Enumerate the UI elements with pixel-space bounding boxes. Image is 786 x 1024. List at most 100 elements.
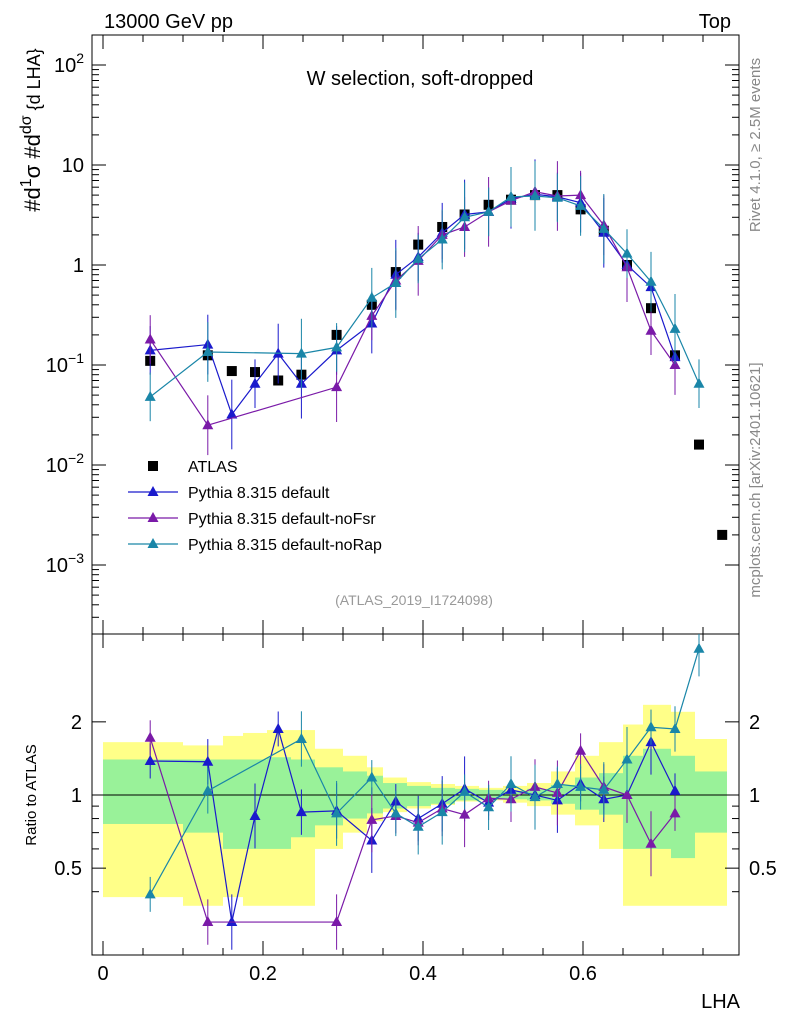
ratio-series-point	[390, 807, 402, 818]
ratio-series-point	[295, 733, 307, 744]
ratio-y-tick-label: 0.5	[54, 858, 82, 880]
y-axis-label-text: #d1σ #ddσ {d LHA}	[18, 48, 45, 211]
ratio-series-point	[272, 722, 284, 733]
series-point	[483, 205, 495, 216]
atlas-data-point	[694, 439, 704, 450]
ratio-series-point	[575, 780, 587, 791]
ratio-series-point	[144, 755, 156, 766]
series-point	[436, 233, 448, 244]
series-point	[505, 190, 517, 201]
main-panel: W selection, soft-dropped (ATLAS_2019_I1…	[18, 34, 740, 635]
header-left: 13000 GeV pp	[104, 11, 233, 33]
series-point	[295, 347, 307, 358]
inner-uncertainty-band	[407, 785, 431, 807]
main-y-tick-label: 1	[73, 255, 84, 277]
inner-uncertainty-band	[267, 757, 291, 849]
legend-entry: Pythia 8.315 default	[128, 485, 330, 502]
main-y-tick-label: 10	[62, 155, 84, 177]
series-line	[149, 191, 676, 426]
series-pythia-8-315-default	[144, 159, 681, 450]
ratio-series-point	[645, 721, 657, 732]
main-title: W selection, soft-dropped	[307, 68, 534, 90]
inner-uncertainty-band	[199, 759, 223, 833]
series-point	[693, 377, 705, 388]
ratio-series-point	[621, 789, 633, 799]
series-point	[645, 275, 657, 286]
series-point	[621, 247, 633, 258]
main-watermark: (ATLAS_2019_I1724098)	[335, 592, 493, 608]
legend-marker-triangle	[147, 512, 159, 522]
ratio-y-tick-label-right: 1	[749, 785, 760, 807]
ratio-series-point	[621, 753, 633, 764]
ratio-series-point	[366, 771, 378, 782]
legend-entry: Pythia 8.315 default-noRap	[128, 537, 382, 554]
main-y-tick-label: 10−1	[46, 350, 84, 377]
ratio-series-point	[669, 807, 681, 818]
legend-entry: Pythia 8.315 default-noFsr	[128, 511, 376, 528]
inner-uncertainty-band	[695, 771, 727, 833]
ratio-series-pythia-8-315-default-norap	[144, 634, 705, 912]
x-axis-label: LHA	[701, 991, 741, 1013]
series-point	[249, 377, 261, 388]
series-point	[331, 341, 343, 352]
series-point	[144, 390, 156, 401]
ratio-series-point	[598, 783, 610, 794]
series-point	[331, 381, 343, 392]
ratio-series-point	[669, 722, 681, 733]
series-point	[202, 345, 214, 356]
legend-label: Pythia 8.315 default	[188, 485, 330, 502]
ratio-y-tick-label: 2	[71, 712, 82, 734]
ratio-series-point	[412, 820, 424, 831]
ratio-series-point	[202, 916, 214, 927]
ratio-y-tick-label-right: 0.5	[749, 858, 777, 880]
inner-uncertainty-band	[223, 759, 243, 849]
ratio-series-point	[436, 806, 448, 817]
main-y-tick-label: 10−2	[46, 450, 84, 477]
series-point	[459, 211, 471, 222]
legend-label: ATLAS	[188, 459, 238, 476]
series-point	[366, 291, 378, 302]
ratio-series-point	[459, 785, 471, 796]
ratio-series-point	[366, 813, 378, 824]
ratio-series-point	[529, 791, 541, 802]
series-point	[529, 189, 541, 200]
mcplots-label: mcplots.cern.ch [arXiv:2401.10621]	[747, 362, 764, 597]
main-y-tick-label: 102	[54, 50, 84, 77]
ratio-series-point	[693, 642, 705, 653]
legend-marker-square	[148, 461, 158, 471]
ratio-axis-ticks: 0.5 0.5 1 1 2 2 0 0.2 0.4 0.6	[54, 634, 777, 985]
series-point	[598, 222, 610, 233]
legend-entry: ATLAS	[148, 459, 238, 476]
legend-label: Pythia 8.315 default-noFsr	[188, 511, 376, 528]
x-tick-label: 0	[97, 963, 108, 985]
ratio-series-layer	[144, 634, 705, 950]
ratio-series-point	[551, 777, 563, 788]
main-y-tick-label: 10−3	[46, 550, 84, 577]
x-tick-label: 0.2	[249, 963, 277, 985]
main-y-tick-labels: 10−3 10−2 10−1 1 10 102	[46, 50, 84, 577]
ratio-series-point	[575, 744, 587, 755]
inner-uncertainty-band	[131, 759, 183, 824]
x-tick-label: 0.6	[569, 963, 597, 985]
series-point	[551, 191, 563, 202]
legend-marker-triangle	[147, 486, 159, 496]
ratio-uncertainty-bands	[103, 704, 727, 906]
series-point	[226, 408, 238, 419]
series-point	[390, 277, 402, 288]
ratio-y-axis-label: Ratio to ATLAS	[23, 744, 40, 845]
ratio-y-tick-label: 1	[71, 785, 82, 807]
ratio-panel: 0.5 0.5 1 1 2 2 0 0.2 0.4 0.6 Ratio to ATLAS LHA	[23, 633, 777, 1013]
ratio-series-point	[645, 837, 657, 848]
ratio-series-point	[331, 807, 343, 818]
legend: ATLAS Pythia 8.315 default Pythia 8.315 de…	[128, 459, 382, 554]
atlas-data-point	[717, 529, 728, 540]
ratio-series-point	[202, 755, 214, 766]
series-point	[669, 322, 681, 333]
ratio-series-point	[202, 784, 214, 795]
series-point	[412, 252, 424, 263]
ratio-series-point	[295, 806, 307, 817]
inner-uncertainty-band	[103, 759, 131, 824]
series-point	[144, 333, 156, 344]
legend-label: Pythia 8.315 default-noRap	[188, 537, 382, 554]
